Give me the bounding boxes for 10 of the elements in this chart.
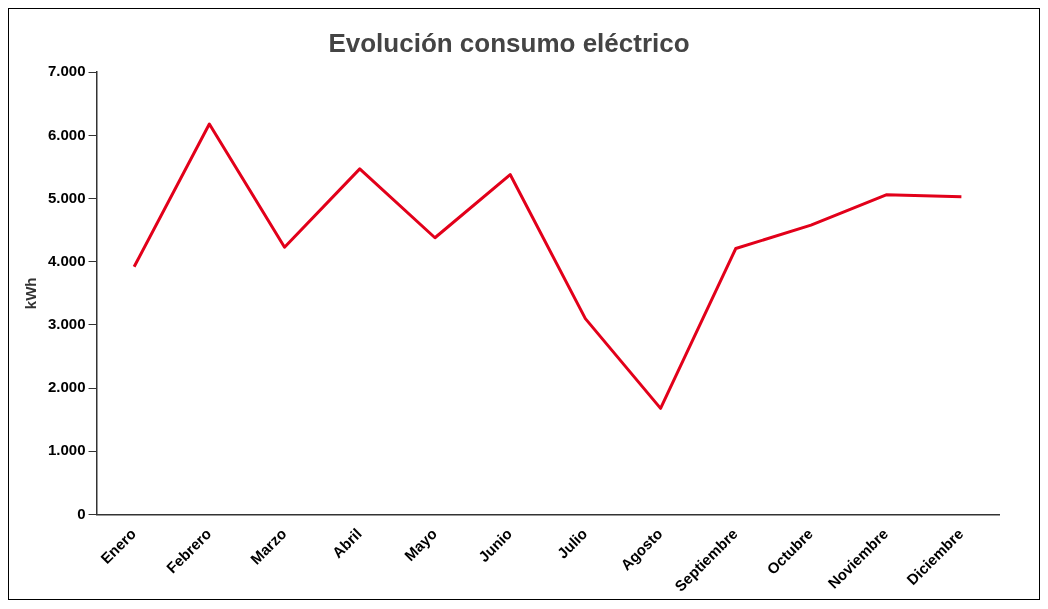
y-tick-label: 2.000 <box>47 378 86 396</box>
y-tick-label: 5.000 <box>47 188 86 206</box>
y-tick-label: 0 <box>77 504 86 522</box>
y-tick-label: 6.000 <box>47 125 86 143</box>
y-tick-label: 7.000 <box>47 62 86 80</box>
y-tick-label: 4.000 <box>47 251 86 269</box>
chart-title: Evolución consumo eléctrico <box>328 27 690 58</box>
y-tick-label: 1.000 <box>47 441 86 459</box>
y-axis-title: kWh <box>22 277 40 310</box>
y-tick-label: 3.000 <box>47 315 86 333</box>
